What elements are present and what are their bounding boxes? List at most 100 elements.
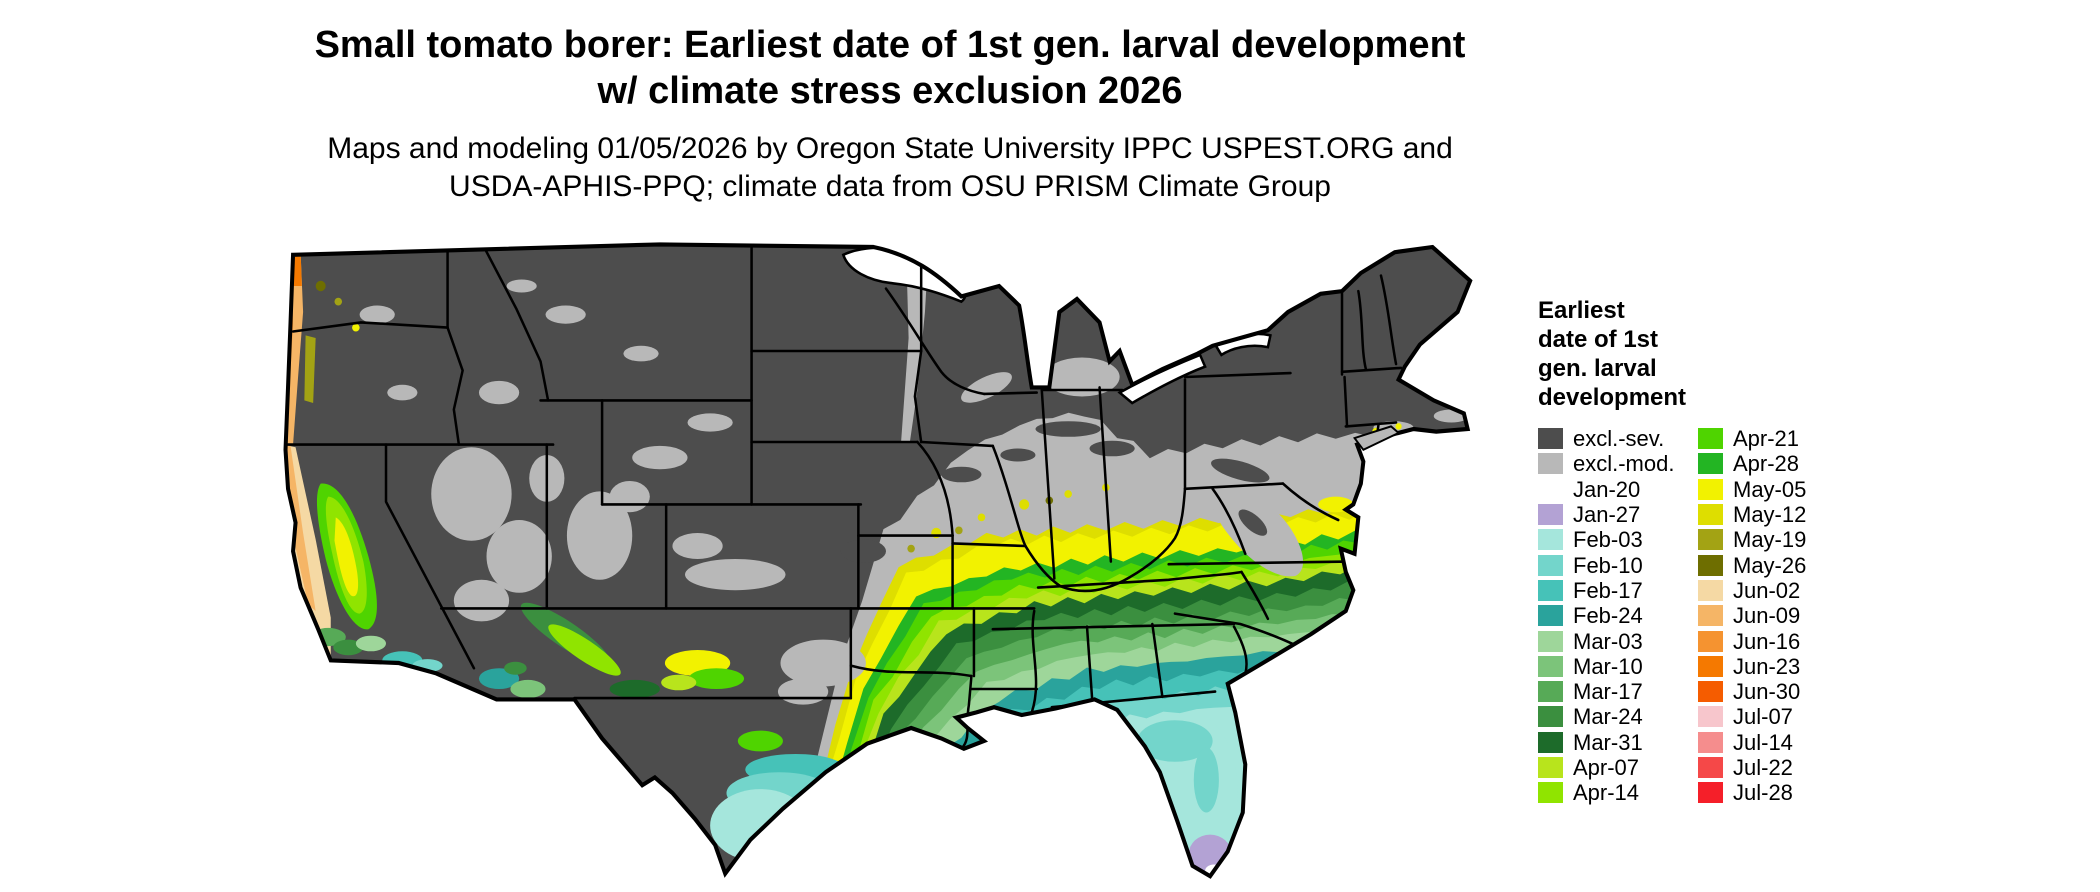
map-patch [623,345,659,362]
legend-label: Mar-10 [1573,653,1643,679]
legend-item: Jul-22 [1698,755,1858,780]
legend-swatch [1698,428,1723,450]
legend-item: May-12 [1698,502,1858,527]
legend-swatch [1698,757,1723,778]
legend-swatch [1538,681,1563,703]
map-title-line1: Small tomato borer: Earliest date of 1st… [314,24,1466,66]
map-patch [840,539,886,563]
map-speck [334,297,343,306]
map-state-borders [286,245,1403,753]
legend-label: May-26 [1733,552,1807,578]
map-patch [1137,720,1213,762]
legend-swatch [1538,757,1563,778]
legend-item: Jan-27 [1538,502,1698,527]
map-ca-coast-edge-patch [285,444,316,611]
legend-item: Jun-02 [1698,578,1858,603]
map-central-valley-core [334,517,359,597]
legend-item: Mar-03 [1538,628,1698,654]
legend-label: Mar-17 [1573,679,1643,705]
legend-swatch [1698,681,1723,703]
map-patch [1211,458,1270,483]
legend-title-line: Earliest [1538,297,1625,324]
map-lakes [841,246,1272,405]
map-patch [566,491,633,580]
map-speck [1064,490,1072,498]
legend-swatch [1538,529,1563,551]
legend-item: Mar-31 [1538,730,1698,755]
map-long-island [1353,425,1401,452]
map-patch [688,668,745,689]
legend-item: Apr-28 [1698,451,1858,476]
map-patch [737,730,783,752]
map-patch [941,466,982,483]
legend-swatch [1698,630,1723,652]
legend-swatch [1538,428,1563,450]
map-speck [907,544,915,553]
map-patch [1044,357,1120,397]
legend-label: excl.-sev. [1573,426,1665,452]
legend-title-line: gen. larval [1538,355,1657,382]
map-patch [548,624,621,676]
legend-columns: excl.-sev. excl.-mod. Jan-20 Jan-27 Feb-03 Fe… [1538,426,1868,805]
legend-label: Apr-07 [1573,755,1640,780]
legend-title: Earliest date of 1st gen. larval develop… [1538,296,1868,412]
legend-label: Jul-28 [1733,780,1793,806]
legend-item: Feb-10 [1538,552,1698,578]
legend-swatch [1538,504,1563,526]
map-patch [545,305,586,324]
legend-label: Jan-20 [1573,476,1641,502]
legend-item: Mar-24 [1538,704,1698,729]
map-patch [687,413,733,432]
legend-item: Jun-30 [1698,679,1858,704]
legend-swatch [1698,579,1723,601]
map-patch [1000,448,1036,462]
legend-item: Jun-23 [1698,654,1858,679]
legend-label: Jan-27 [1573,502,1641,528]
legend-label: Jun-02 [1733,577,1801,603]
map-speck [977,513,986,522]
map-patch [333,639,364,656]
legend-label: Jun-23 [1733,653,1801,679]
us-map [283,234,1489,884]
legend-swatch [1538,706,1563,728]
legend-column-2: Apr-21 Apr-28 May-05 May-12 May-19 May-26 Jun-… [1698,426,1858,805]
legend-item: Jul-14 [1698,730,1858,755]
map-speck [1395,423,1402,430]
legend-item: May-05 [1698,477,1858,502]
map-patch [961,372,1012,403]
legend-swatch [1698,655,1723,677]
legend-label: Feb-17 [1573,577,1643,603]
legend-item: Apr-14 [1538,780,1698,805]
map-speck [352,323,360,332]
legend-swatch [1698,529,1723,551]
map-patch [387,384,418,401]
map-title: Small tomato borer: Earliest date of 1st… [0,22,1780,114]
legend-item: Jul-07 [1698,704,1858,729]
legend-label: Feb-24 [1573,603,1643,629]
legend-label: May-12 [1733,502,1807,528]
legend-item: Apr-07 [1538,755,1698,780]
legend-item: Jul-28 [1698,780,1858,805]
legend-item: May-26 [1698,552,1858,578]
map-patch [609,481,650,513]
map-subtitle: Maps and modeling 01/05/2026 by Oregon S… [0,130,1780,206]
map-patch [510,679,546,699]
legend-label: Apr-14 [1573,780,1640,806]
map-speck [315,280,326,292]
legend-swatch [1698,478,1723,500]
map-patch [506,279,537,293]
legend-label: Mar-03 [1573,628,1643,654]
map-patch [685,559,786,591]
legend-item: Jun-09 [1698,603,1858,628]
legend-item: May-19 [1698,527,1858,552]
legend-label: excl.-mod. [1573,451,1675,477]
map-florida-ridge-patch [1193,747,1219,813]
legend-swatch [1538,782,1563,804]
legend-item: Jan-20 [1538,477,1698,502]
map-patch [672,533,723,559]
legend-swatch [1698,782,1723,804]
legend-swatch [1538,453,1563,475]
map-patch [478,380,520,405]
map-patch [431,447,512,541]
